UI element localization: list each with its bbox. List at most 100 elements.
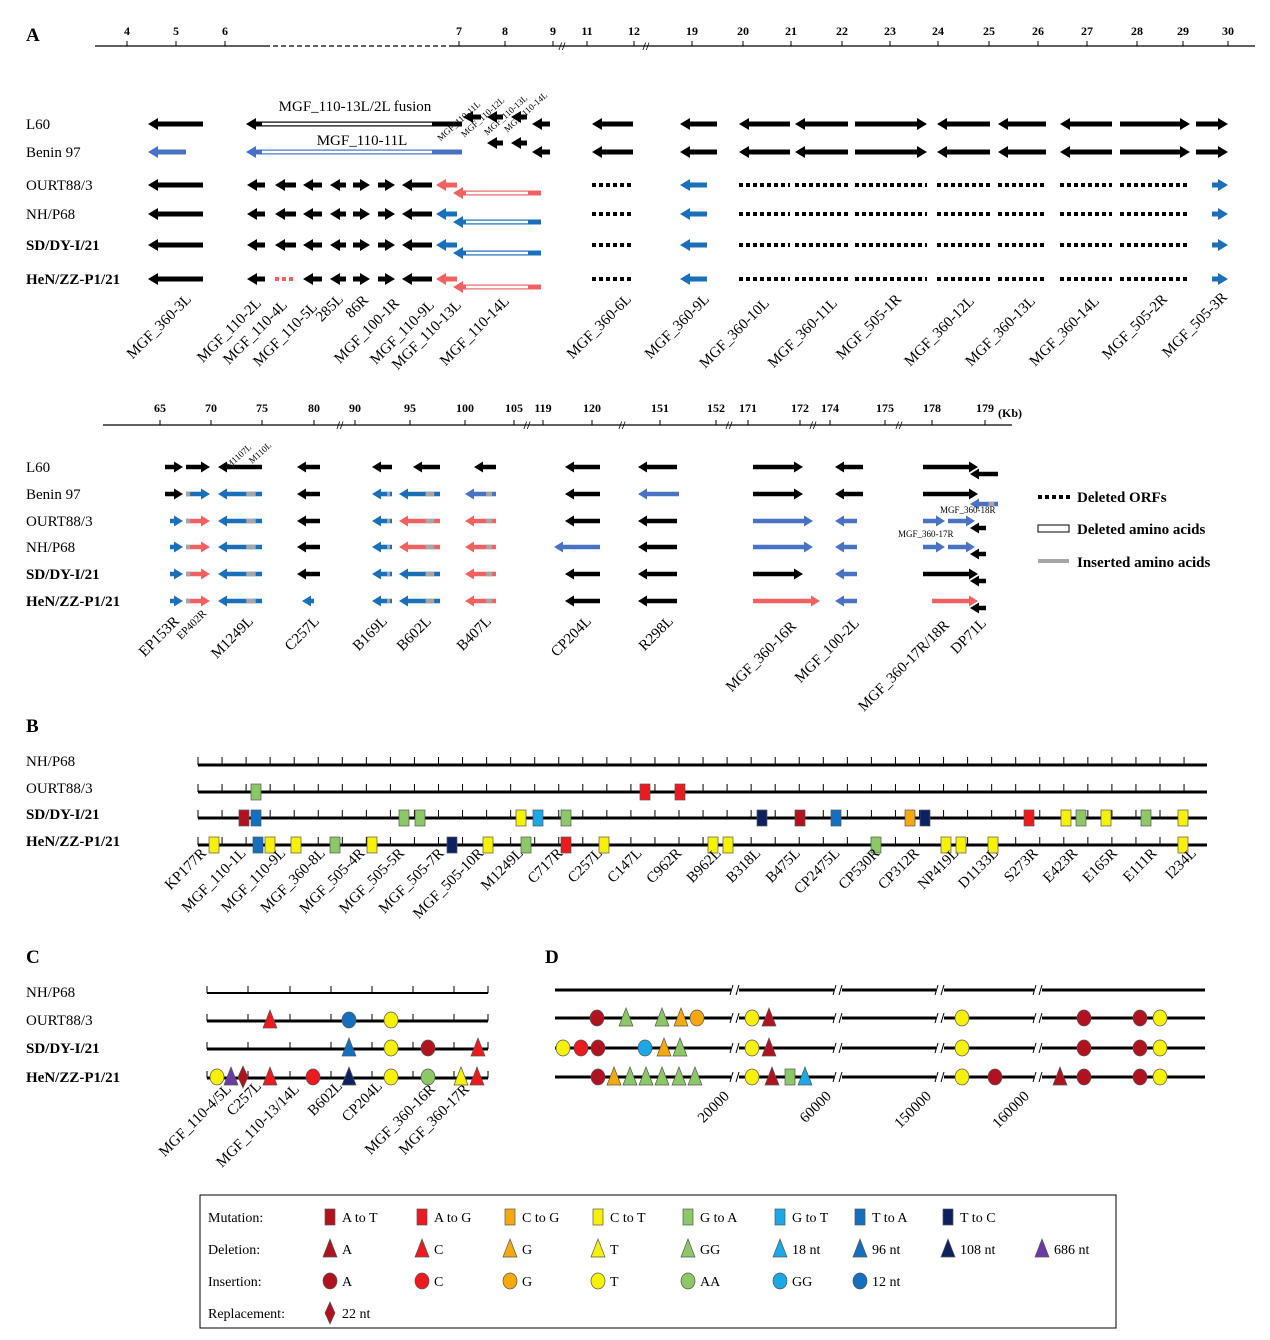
axis-tick-label: 25 [983, 24, 995, 38]
arrow-shaft [690, 182, 707, 188]
insertion-marker [954, 1039, 970, 1057]
arrow-head [360, 239, 370, 251]
arrow-head [592, 118, 602, 130]
deleted-aa-segment [466, 191, 528, 195]
gene-arrow [297, 461, 320, 473]
gene-arrow [923, 461, 978, 473]
arrow-head [795, 118, 805, 130]
arrow-head [218, 461, 227, 473]
mutation-marker [250, 809, 262, 827]
gene-arrow [948, 515, 975, 527]
gene-arrow [1060, 146, 1112, 158]
arrow-head [399, 515, 408, 527]
deleted-aa-segment [466, 220, 528, 224]
axis-tick-label: 152 [707, 401, 725, 415]
arrow-head [436, 273, 446, 285]
arrow-shaft [753, 491, 794, 497]
axis-break-icon [936, 1074, 944, 1080]
gene-arrow [186, 541, 210, 553]
arrow-head [1180, 146, 1190, 158]
deletion-marker [764, 1066, 780, 1086]
legend-item-label: 18 nt [792, 1243, 821, 1258]
gene-arrow [378, 179, 395, 191]
gene-arrow [353, 208, 370, 220]
gene-label: MGF_360-3L [124, 292, 195, 363]
axis-tick-label: 19 [686, 24, 698, 38]
insertion-marker [954, 1068, 970, 1086]
gene-arrow [218, 515, 262, 527]
axis-tick-label: 11 [581, 24, 592, 38]
gene-arrow [303, 208, 322, 220]
arrow-shaft [542, 121, 550, 127]
arrow-shaft [313, 211, 322, 217]
axis-break-icon: // [642, 39, 650, 53]
axis-break-icon [1038, 1071, 1043, 1083]
gene-arrow [399, 568, 440, 580]
arrow-shaft [844, 571, 857, 577]
legend-item-label: 96 nt [872, 1243, 901, 1258]
inserted-aa-segment [246, 491, 256, 497]
gene-arrow [835, 461, 863, 473]
arrow-shaft [285, 182, 296, 188]
arrow-shaft [313, 242, 322, 248]
arrow-head [360, 273, 370, 285]
legend-row-title: Replacement: [208, 1307, 285, 1322]
legend-del-icon [1034, 1238, 1050, 1258]
gene-arrow [554, 541, 600, 553]
gene-label: DP71L [948, 616, 990, 658]
arrow-shaft [690, 149, 717, 155]
legend-item-label: G to T [792, 1211, 829, 1226]
gene-arrow [970, 498, 998, 510]
legend-row-title: Deletion: [208, 1243, 260, 1258]
inserted-aa-segment [425, 571, 435, 577]
gene-label: CP312R [875, 846, 922, 893]
arrow-shaft [647, 544, 677, 550]
replacement-marker [237, 1065, 249, 1089]
legend-del-icon [940, 1238, 956, 1258]
mutation-marker [208, 836, 220, 854]
arrow-shaft [923, 518, 936, 524]
axis-tick-label: 9 [550, 24, 556, 38]
arrow-head [804, 515, 813, 527]
arrow-shaft [923, 571, 969, 577]
gene-arrow [186, 595, 210, 607]
axis-break-icon: // [725, 418, 733, 432]
gene-arrow [1196, 146, 1228, 158]
arrow-head [680, 118, 690, 130]
arrow-head [436, 208, 446, 220]
arrow-head [936, 541, 945, 553]
axis-break-icon [731, 987, 739, 993]
legend-del-icon [590, 1238, 606, 1258]
axis-break-icon: // [336, 418, 344, 432]
inserted-aa-segment [186, 571, 191, 577]
insertion-marker [1076, 1009, 1092, 1027]
axis-break-icon [838, 1042, 843, 1054]
arrow-shaft [474, 598, 496, 604]
arrow-head [638, 595, 647, 607]
arrow-shaft [186, 598, 201, 604]
mutation-marker [955, 836, 967, 854]
arrow-shaft [381, 571, 392, 577]
arrow-head [835, 515, 844, 527]
gene-arrow [413, 461, 440, 473]
insertion-marker [420, 1039, 436, 1057]
mutation-marker [830, 809, 842, 827]
inserted-aa-segment [387, 571, 391, 577]
arrow-head [565, 595, 574, 607]
arrow-shaft [690, 121, 717, 127]
gene-arrow [1120, 118, 1190, 130]
arrow-shaft [947, 149, 990, 155]
arrow-head [402, 273, 412, 285]
arrow-head [970, 498, 979, 510]
gene-arrow [372, 488, 392, 500]
gene-arrow [297, 515, 320, 527]
insertion-marker [420, 1068, 436, 1086]
arrow-head [297, 488, 306, 500]
arrow-head [385, 239, 395, 251]
arrow-shaft [158, 211, 203, 217]
arrow-head [436, 179, 446, 191]
arrow-head [554, 541, 563, 553]
gene-arrow [638, 541, 677, 553]
axis-tick-label: 24 [932, 24, 944, 38]
gene-arrow [592, 118, 633, 130]
